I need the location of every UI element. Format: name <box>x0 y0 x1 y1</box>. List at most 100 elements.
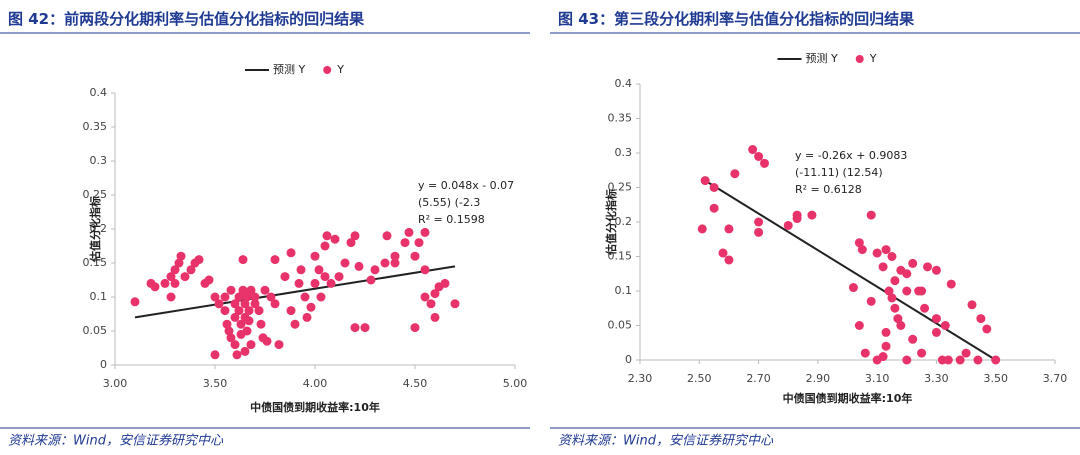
y-tick-label: 0.05 <box>83 324 108 337</box>
y-tick-label: 0.1 <box>615 284 633 297</box>
point <box>908 258 918 268</box>
point <box>390 258 400 268</box>
point <box>262 336 272 346</box>
point <box>881 327 891 337</box>
point <box>366 275 376 285</box>
point <box>854 321 864 330</box>
point <box>232 350 242 360</box>
point <box>931 327 941 337</box>
point <box>130 297 140 307</box>
point <box>420 265 430 275</box>
x-tick-label: 5.00 <box>503 377 528 390</box>
point <box>410 323 420 333</box>
point <box>230 312 240 322</box>
point <box>322 231 332 241</box>
point <box>991 355 1001 365</box>
chart-title: 图 43：第三段分化期利率与估值分化指标的回归结果 <box>558 10 915 28</box>
y-tick-label: 0.05 <box>608 319 633 332</box>
legend-label: Y <box>336 63 344 76</box>
legend-label: Y <box>869 52 877 65</box>
point <box>210 292 220 302</box>
point <box>236 319 246 329</box>
x-axis-label: 中债国债到期收益率:10年 <box>250 400 380 414</box>
point <box>718 248 728 258</box>
point <box>330 234 340 244</box>
point <box>420 292 430 302</box>
point <box>783 220 793 230</box>
point <box>326 278 336 288</box>
legend-label: 预测 Y <box>806 52 838 65</box>
point <box>260 285 270 295</box>
point <box>754 217 764 227</box>
y-tick-label: 0.3 <box>90 154 108 167</box>
point <box>426 299 436 309</box>
point <box>807 210 817 220</box>
x-tick-label: 3.50 <box>203 377 228 390</box>
point <box>244 316 254 326</box>
point <box>246 285 256 295</box>
point <box>430 289 440 299</box>
source: 资料来源：Wind，安信证券研究中心 <box>558 433 774 449</box>
point <box>724 255 734 265</box>
point <box>274 340 284 350</box>
point <box>310 251 320 261</box>
point <box>230 340 240 350</box>
point <box>748 145 758 155</box>
y-tick-label: 0 <box>625 353 632 366</box>
point <box>310 278 320 288</box>
point <box>290 319 300 329</box>
legend-swatch <box>323 66 332 74</box>
point <box>316 292 326 302</box>
point <box>166 292 176 302</box>
point <box>266 292 276 302</box>
point <box>300 292 310 302</box>
y-tick-label: 0.15 <box>608 250 633 263</box>
point <box>226 333 236 343</box>
point <box>250 292 260 302</box>
y-axis-label: 估值分化指标 <box>604 189 618 256</box>
trend-line <box>704 179 997 361</box>
point <box>242 326 252 336</box>
point <box>973 355 983 365</box>
trend-line <box>134 265 456 319</box>
x-axis-label: 中债国债到期收益率:10年 <box>783 391 913 405</box>
point <box>866 296 876 306</box>
point <box>294 278 304 288</box>
point <box>360 323 370 333</box>
point <box>230 299 240 309</box>
legend-label: 预测 Y <box>273 63 305 76</box>
point <box>943 355 953 365</box>
point <box>166 272 176 282</box>
point <box>314 265 324 275</box>
point <box>697 224 707 234</box>
annotation: R² = 0.6128 <box>795 183 862 196</box>
point <box>967 300 977 310</box>
point <box>270 299 280 309</box>
y-tick-label: 0 <box>100 358 107 371</box>
point <box>254 306 264 316</box>
y-tick-label: 0.35 <box>83 120 108 133</box>
point <box>430 312 440 322</box>
point <box>940 321 950 330</box>
point <box>382 231 392 241</box>
point <box>878 262 888 272</box>
annotation: y = 0.048x - 0.07 <box>418 179 514 192</box>
point <box>170 265 180 275</box>
point <box>450 299 460 309</box>
point <box>881 341 891 351</box>
x-tick-label: 3.30 <box>924 372 949 385</box>
point <box>306 302 316 312</box>
point <box>170 278 180 288</box>
point <box>186 265 196 275</box>
point <box>286 248 296 258</box>
point <box>370 265 380 275</box>
y-tick-label: 0.2 <box>90 222 108 235</box>
point <box>908 334 918 344</box>
x-tick-label: 3.70 <box>1043 372 1068 385</box>
point <box>931 314 941 324</box>
point <box>256 319 266 329</box>
point <box>380 258 390 268</box>
point <box>866 210 876 220</box>
point <box>887 293 897 303</box>
